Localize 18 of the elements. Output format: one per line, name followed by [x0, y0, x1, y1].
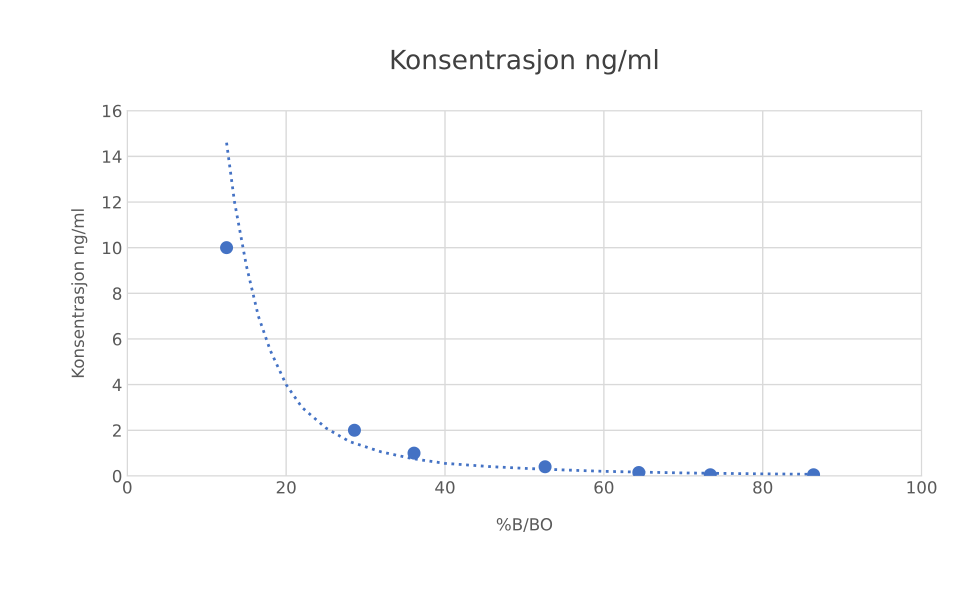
- y-tick-label: 8: [112, 287, 122, 300]
- y-tick-label: 4: [112, 378, 122, 391]
- y-tick-label: 0: [112, 470, 122, 482]
- y-tick-label: 10: [103, 242, 122, 254]
- y-tick-label: 14: [103, 150, 122, 163]
- x-tick-label: 60: [594, 481, 614, 494]
- x-tick-label: 0: [123, 481, 132, 494]
- x-tick-label: 40: [435, 481, 454, 494]
- y-tick-label: 2: [113, 424, 121, 437]
- x-tick-label: 20: [276, 481, 296, 494]
- x-tick-label: 80: [753, 481, 772, 494]
- chart-title: Konsentrasjon ng/ml: [392, 49, 658, 75]
- y-axis-title: Konsentrasjon ng/ml: [71, 209, 88, 378]
- x-tick-label: 100: [908, 481, 936, 494]
- y-tick-label: 12: [103, 196, 121, 208]
- x-axis-title: %B/BO: [496, 518, 552, 532]
- y-tick-label: 16: [103, 104, 122, 118]
- y-tick-label: 6: [112, 332, 122, 346]
